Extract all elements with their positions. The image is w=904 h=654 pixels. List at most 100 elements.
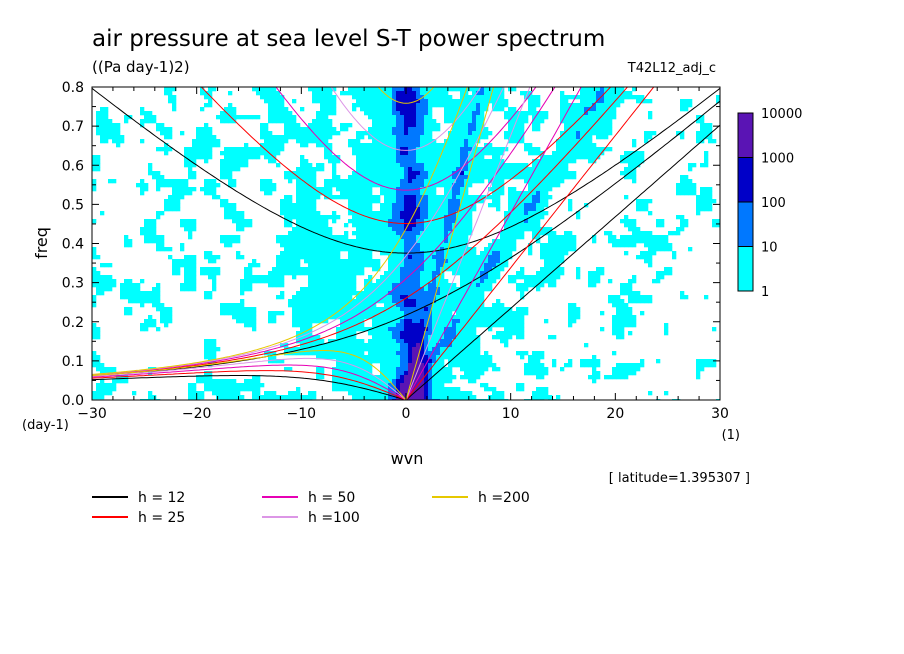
contour-cell bbox=[384, 243, 389, 248]
contour-cell bbox=[344, 247, 349, 252]
contour-cell bbox=[588, 159, 593, 164]
contour-cell bbox=[336, 331, 341, 336]
contour-cell bbox=[400, 231, 405, 236]
contour-cell bbox=[384, 251, 389, 256]
contour-cell bbox=[308, 323, 313, 328]
contour-cell bbox=[596, 111, 601, 116]
contour-cell bbox=[256, 147, 261, 152]
contour-cell bbox=[392, 87, 397, 92]
contour-cell bbox=[448, 183, 453, 188]
contour-cell bbox=[396, 211, 401, 216]
contour-cell bbox=[404, 271, 409, 276]
contour-cell bbox=[208, 131, 213, 136]
contour-cell bbox=[448, 147, 453, 152]
contour-cell bbox=[340, 327, 345, 332]
contour-cell bbox=[404, 331, 409, 336]
contour-cell bbox=[508, 195, 513, 200]
contour-cell bbox=[360, 163, 365, 168]
contour-cell bbox=[540, 231, 545, 236]
contour-cell bbox=[412, 135, 417, 140]
contour-cell bbox=[192, 219, 197, 224]
contour-cell bbox=[500, 231, 505, 236]
contour-cell bbox=[344, 179, 349, 184]
contour-cell bbox=[500, 147, 505, 152]
contour-cell bbox=[332, 251, 337, 256]
contour-cell bbox=[544, 251, 549, 256]
contour-cell bbox=[392, 267, 397, 272]
contour-cell bbox=[488, 203, 493, 208]
contour-cell bbox=[292, 119, 297, 124]
contour-cell bbox=[484, 351, 489, 356]
contour-cell bbox=[620, 159, 625, 164]
contour-cell bbox=[360, 171, 365, 176]
contour-cell bbox=[688, 167, 693, 172]
contour-cell bbox=[468, 103, 473, 108]
contour-cell bbox=[696, 135, 701, 140]
contour-cell bbox=[252, 147, 257, 152]
contour-cell bbox=[504, 103, 509, 108]
contour-cell bbox=[316, 339, 321, 344]
contour-cell bbox=[388, 339, 393, 344]
contour-cell bbox=[540, 111, 545, 116]
contour-cell bbox=[304, 255, 309, 260]
contour-cell bbox=[340, 279, 345, 284]
contour-cell bbox=[392, 203, 397, 208]
contour-cell bbox=[280, 119, 285, 124]
contour-cell bbox=[508, 275, 513, 280]
contour-cell bbox=[528, 227, 533, 232]
contour-cell bbox=[392, 359, 397, 364]
contour-cell bbox=[156, 147, 161, 152]
contour-cell bbox=[612, 111, 617, 116]
contour-cell bbox=[508, 191, 513, 196]
contour-cell bbox=[512, 203, 517, 208]
contour-cell bbox=[404, 303, 409, 308]
contour-cell bbox=[368, 287, 373, 292]
contour-cell bbox=[456, 203, 461, 208]
contour-cell bbox=[324, 231, 329, 236]
contour-cell bbox=[92, 155, 97, 160]
contour-cell bbox=[412, 203, 417, 208]
contour-cell bbox=[372, 219, 377, 224]
contour-cell bbox=[656, 223, 661, 228]
contour-cell bbox=[112, 127, 117, 132]
contour-cell bbox=[316, 315, 321, 320]
contour-cell bbox=[316, 247, 321, 252]
contour-cell bbox=[240, 279, 245, 284]
contour-cell bbox=[460, 147, 465, 152]
contour-cell bbox=[588, 139, 593, 144]
contour-cell bbox=[700, 163, 705, 168]
contour-cell bbox=[560, 267, 565, 272]
contour-cell bbox=[684, 175, 689, 180]
contour-cell bbox=[396, 99, 401, 104]
contour-cell bbox=[532, 147, 537, 152]
contour-cell bbox=[404, 319, 409, 324]
contour-cell bbox=[404, 103, 409, 108]
contour-cell bbox=[416, 95, 421, 100]
contour-cell bbox=[208, 103, 213, 108]
contour-cell bbox=[480, 307, 485, 312]
contour-cell bbox=[412, 159, 417, 164]
contour-cell bbox=[368, 343, 373, 348]
contour-cell bbox=[476, 287, 481, 292]
contour-cell bbox=[500, 339, 505, 344]
contour-cell bbox=[304, 211, 309, 216]
contour-cell bbox=[420, 351, 425, 356]
contour-cell bbox=[400, 171, 405, 176]
contour-cell bbox=[400, 283, 405, 288]
contour-cell bbox=[396, 151, 401, 156]
contour-cell bbox=[560, 171, 565, 176]
contour-cell bbox=[412, 151, 417, 156]
contour-cell bbox=[440, 319, 445, 324]
contour-cell bbox=[380, 347, 385, 352]
contour-cell bbox=[388, 243, 393, 248]
contour-cell bbox=[544, 183, 549, 188]
contour-cell bbox=[464, 347, 469, 352]
contour-cell bbox=[324, 127, 329, 132]
contour-cell bbox=[680, 135, 685, 140]
contour-cell bbox=[680, 175, 685, 180]
contour-cell bbox=[660, 247, 665, 252]
contour-cell bbox=[328, 263, 333, 268]
contour-cell bbox=[452, 327, 457, 332]
contour-cell bbox=[192, 151, 197, 156]
contour-cell bbox=[392, 255, 397, 260]
